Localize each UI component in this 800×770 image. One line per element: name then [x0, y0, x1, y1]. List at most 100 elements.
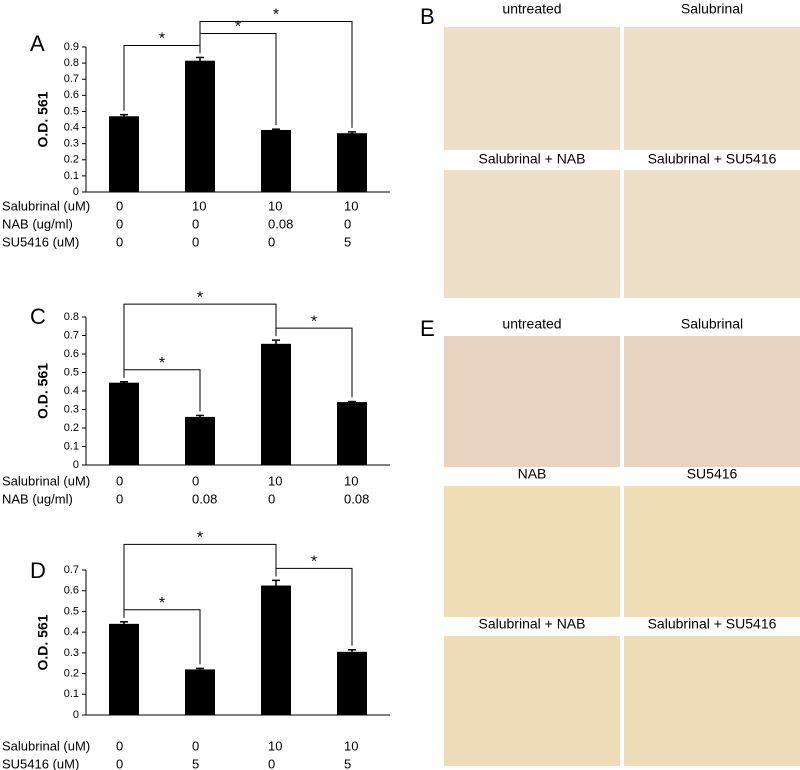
condition-label: SU5416 (uM): [2, 756, 79, 770]
y-tick-label: 0.3: [64, 138, 79, 150]
condition-value: 0: [116, 491, 123, 506]
bar: [261, 129, 291, 192]
significance-star: *: [159, 595, 165, 612]
condition-value: 10: [268, 738, 282, 753]
bar: [261, 343, 291, 465]
image-caption: Salubrinal + NAB: [478, 151, 585, 167]
condition-value: 0: [344, 216, 351, 231]
significance-star: *: [159, 355, 165, 372]
micrograph-background: [444, 170, 620, 298]
condition-label: NAB (ug/ml): [2, 216, 73, 231]
micrograph-background: [624, 27, 800, 150]
condition-label: Salubrinal (uM): [2, 198, 90, 213]
condition-value: 0: [116, 216, 123, 231]
image-caption: Salubrinal + NAB: [478, 616, 585, 632]
significance-star: *: [311, 554, 317, 571]
significance-star: *: [235, 19, 241, 36]
condition-value: 10: [268, 198, 282, 213]
y-tick-label: 0.4: [64, 385, 79, 397]
condition-value: 10: [344, 473, 358, 488]
condition-value: 0.08: [268, 216, 293, 231]
y-tick-label: 0.5: [64, 366, 79, 378]
condition-label: SU5416 (uM): [2, 234, 79, 249]
bar: [185, 60, 215, 192]
y-tick-label: 0.4: [64, 626, 79, 638]
micrograph-background: [444, 636, 620, 766]
micrograph-background: [624, 636, 800, 766]
y-tick-label: 0.4: [64, 121, 79, 133]
condition-value: 0: [192, 738, 199, 753]
significance-star: *: [197, 289, 203, 306]
y-axis-label: O.D. 561: [35, 614, 51, 670]
y-tick-label: 0.5: [64, 105, 79, 117]
significance-bracket: [123, 543, 277, 618]
micrograph-background: [624, 486, 800, 617]
condition-value: 5: [344, 756, 351, 770]
condition-value: 0: [268, 491, 275, 506]
y-axis-label: O.D. 561: [35, 91, 51, 147]
condition-label: Salubrinal (uM): [2, 473, 90, 488]
panel-label: E: [420, 316, 435, 341]
condition-value: 10: [344, 198, 358, 213]
significance-bracket: [123, 303, 277, 378]
y-tick-label: 0.7: [64, 73, 79, 85]
y-tick-label: 0.8: [64, 57, 79, 69]
condition-value: 0: [116, 473, 123, 488]
condition-value: 5: [192, 756, 199, 770]
condition-label: NAB (ug/ml): [2, 491, 73, 506]
y-tick-label: 0.7: [64, 564, 79, 576]
bar: [337, 133, 367, 192]
bar: [337, 651, 367, 715]
image-caption: untreated: [502, 1, 561, 17]
y-tick-label: 0.6: [64, 89, 79, 101]
condition-value: 0: [116, 756, 123, 770]
condition-value: 0: [192, 234, 199, 249]
significance-star: *: [311, 313, 317, 330]
y-tick-label: 0.8: [64, 311, 79, 323]
y-tick-label: 0.1: [64, 440, 79, 452]
image-caption: SU5416: [687, 466, 738, 482]
bar: [261, 585, 291, 715]
bar: [337, 402, 367, 465]
bar: [185, 416, 215, 465]
condition-value: 0: [268, 756, 275, 770]
panel-label: C: [30, 304, 46, 329]
condition-value: 0: [116, 234, 123, 249]
panel-label: A: [30, 31, 45, 56]
y-tick-label: 0.6: [64, 585, 79, 597]
image-caption: NAB: [518, 466, 547, 482]
bar: [109, 382, 139, 465]
y-tick-label: 0.5: [64, 605, 79, 617]
y-tick-label: 0.3: [64, 403, 79, 415]
condition-value: 0: [192, 473, 199, 488]
y-axis-label: O.D. 561: [35, 363, 51, 419]
condition-value: 0.08: [192, 491, 217, 506]
bar: [185, 669, 215, 715]
image-caption: Salubrinal: [681, 316, 743, 332]
image-caption: Salubrinal + SU5416: [648, 616, 777, 632]
significance-star: *: [197, 530, 203, 547]
condition-value: 0: [268, 234, 275, 249]
significance-star: *: [159, 31, 165, 48]
bar: [109, 623, 139, 715]
significance-bracket: [199, 20, 353, 128]
y-tick-label: 0.9: [64, 41, 79, 53]
image-caption: untreated: [502, 316, 561, 332]
image-caption: Salubrinal + SU5416: [648, 151, 777, 167]
condition-value: 0: [116, 738, 123, 753]
micrograph-background: [624, 170, 800, 298]
condition-value: 5: [344, 234, 351, 249]
condition-value: 0.08: [344, 491, 369, 506]
condition-value: 10: [344, 738, 358, 753]
image-caption: Salubrinal: [681, 1, 743, 17]
y-tick-label: 0: [73, 186, 79, 198]
y-tick-label: 0.1: [64, 170, 79, 182]
significance-star: *: [273, 7, 279, 24]
condition-value: 0: [116, 198, 123, 213]
panel-label: B: [420, 4, 435, 29]
condition-value: 10: [192, 198, 206, 213]
micrograph-background: [444, 486, 620, 617]
micrograph-background: [444, 27, 620, 150]
y-tick-label: 0.7: [64, 329, 79, 341]
y-tick-label: 0.2: [64, 422, 79, 434]
